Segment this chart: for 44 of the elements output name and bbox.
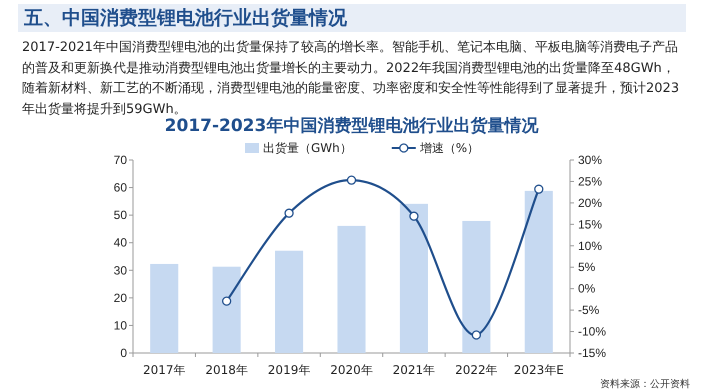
x-tick-label: 2023年E (514, 363, 564, 377)
chart-title: 2017-2023年中国消费型锂电池行业出货量情况 (164, 116, 540, 136)
y-tick-label: 60 (114, 180, 128, 195)
y-tick-label: 50 (114, 208, 128, 222)
text: 五、中国消费型锂电池行业出货量情况 (18, 4, 686, 32)
y2-tick-label: 10% (578, 238, 602, 253)
text: 资料来源：公开资料 (600, 378, 690, 390)
point (222, 296, 232, 306)
x-tick-label: 2017年 (142, 363, 186, 377)
y-tick-label: 0 (120, 346, 128, 360)
point (472, 330, 482, 340)
y2-tick-label: -15% (578, 346, 606, 360)
y2-tick-label: 20% (578, 196, 602, 210)
x-tick-label: 2022年 (455, 363, 498, 377)
y2-tick-label: -10% (578, 324, 606, 339)
x-tick-label: 2019年 (268, 363, 310, 377)
bar (462, 220, 490, 353)
point (284, 208, 294, 218)
y-tick-label: 30 (114, 263, 128, 278)
y2-tick-label: -5% (578, 303, 600, 318)
point (346, 176, 356, 185)
y-tick-label: 70 (114, 153, 128, 167)
bar (337, 226, 366, 353)
point (534, 184, 544, 194)
legend-label: 出货量（GWh） (263, 141, 352, 155)
bar (150, 264, 178, 353)
bar (275, 250, 304, 353)
x-tick-label: 2020年 (330, 363, 373, 377)
legend-label: 增速（%） (418, 141, 480, 155)
bar (524, 190, 553, 353)
text: 2017-2021年中国消费型锂电池的出货量保持了较高的增长率。智能手机、笔记本电脑、平板电脑等消费电子产品的普及和更新换代是推动消费型锂电池出货量增长的主要动力。2022年我国消费型锂电池的出货量降至48GWh，随着新材料、新工艺的不断涌现，消费型锂电池的能量密度、功率密度和安全性等性能得到了显著提升，预计2023年出货量将提升到59GWh。 (22, 39, 680, 116)
y2-tick-label: 30% (578, 153, 602, 167)
x-tick-label: 2018年 (205, 363, 248, 377)
x-tick-label: 2021年 (392, 363, 436, 377)
y-tick-label: 40 (114, 236, 128, 250)
y2-tick-label: 0% (578, 282, 596, 296)
bar (400, 204, 428, 353)
y2-tick-label: 25% (578, 174, 602, 188)
y-tick-label: 10 (114, 318, 128, 332)
point (409, 212, 419, 221)
bar (212, 266, 241, 353)
y-tick-label: 20 (114, 290, 128, 305)
y2-tick-label: 15% (578, 217, 602, 232)
y2-tick-label: 5% (578, 260, 596, 274)
